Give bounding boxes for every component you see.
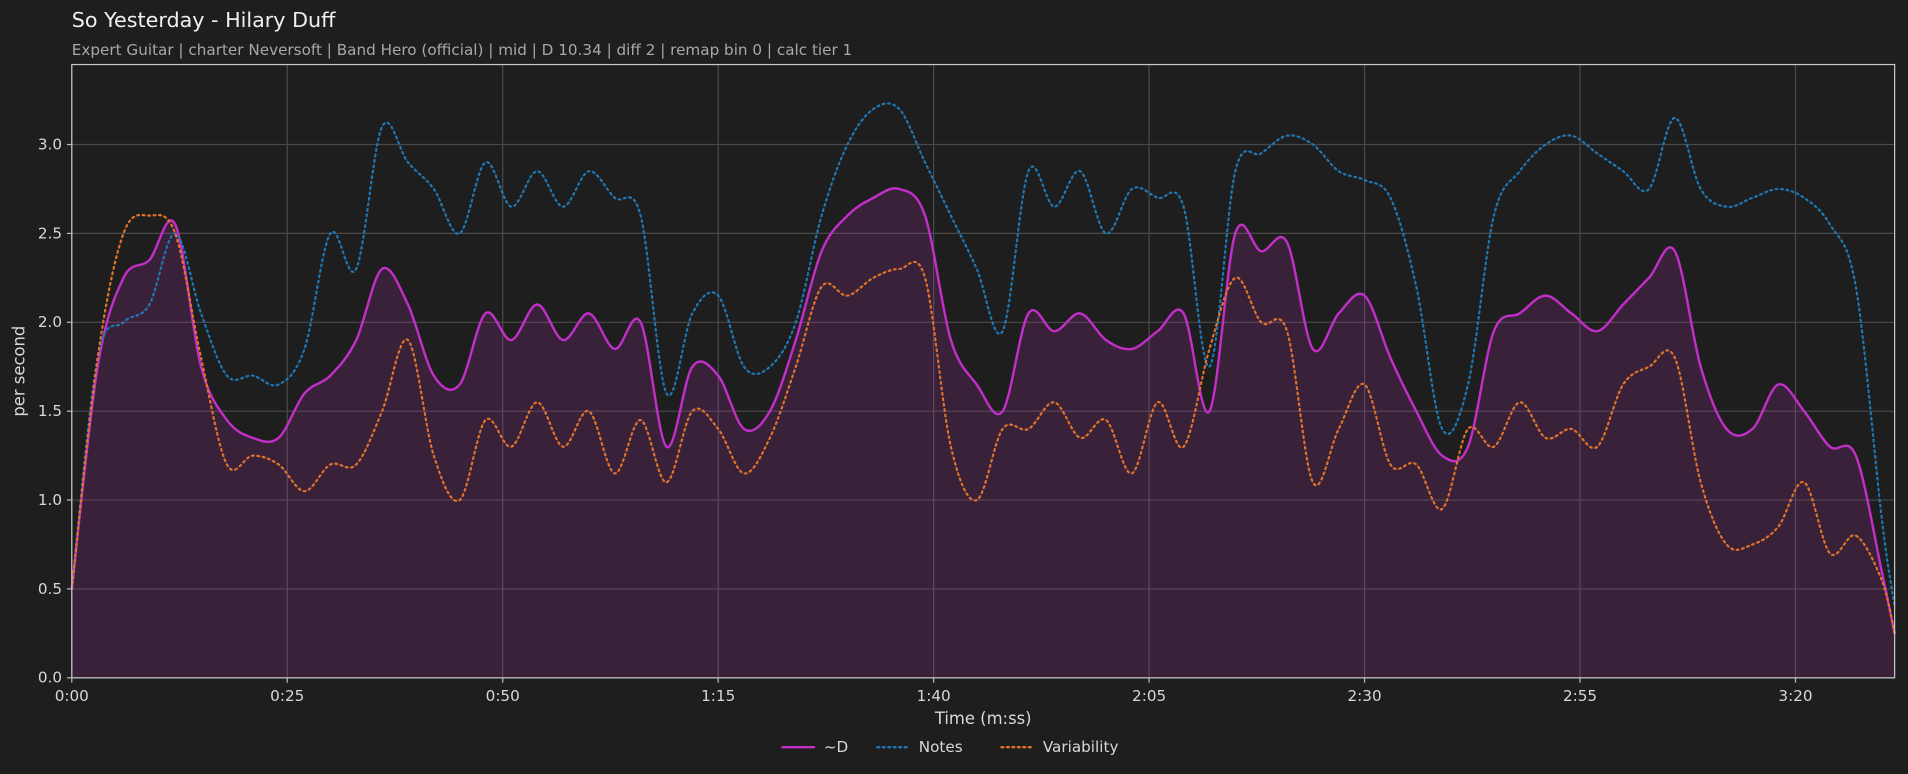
y-tick-label: 3.0 <box>38 135 62 153</box>
y-axis-label: per second <box>9 326 28 417</box>
legend-label: Notes <box>919 738 963 756</box>
x-axis-label: Time (m:ss) <box>934 709 1032 728</box>
x-tick-label: 0:25 <box>270 687 304 705</box>
y-tick-label: 2.5 <box>38 224 62 242</box>
line <box>70 187 1896 635</box>
legend-label: Variability <box>1043 738 1119 756</box>
x-tick-label: 2:30 <box>1348 687 1382 705</box>
x-tick-label: 2:05 <box>1132 687 1166 705</box>
line <box>70 213 1896 635</box>
y-tick-label: 2.0 <box>38 313 62 331</box>
x-tick-label: 1:15 <box>701 687 735 705</box>
y-tick-label: 1.5 <box>38 402 62 420</box>
legend-label: ~D <box>824 738 848 756</box>
chart-subtitle: Expert Guitar | charter Neversoft | Band… <box>72 41 852 59</box>
plot-frame <box>71 63 1896 679</box>
x-tick-label: 3:20 <box>1778 687 1812 705</box>
y-tick-label: 1.0 <box>38 491 62 509</box>
x-tick-label: 1:40 <box>917 687 951 705</box>
y-tick-label: 0.0 <box>38 669 62 687</box>
x-tick-label: 0:50 <box>486 687 520 705</box>
chart-title: So Yesterday - Hilary Duff <box>72 8 336 32</box>
line <box>70 102 1896 608</box>
area <box>71 188 1895 678</box>
x-tick-label: 2:55 <box>1563 687 1597 705</box>
y-tick-label: 0.5 <box>38 580 62 598</box>
x-tick-label: 0:00 <box>55 687 89 705</box>
